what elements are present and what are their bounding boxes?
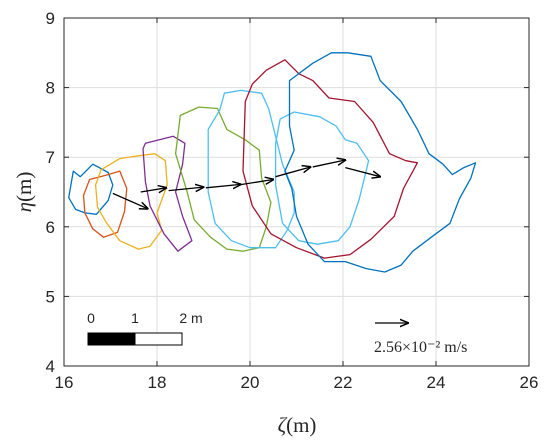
x-axis-label: ζ(m) xyxy=(278,413,317,437)
contour-series xyxy=(68,52,477,273)
y-tick-label: 8 xyxy=(46,79,55,98)
y-tick-label: 5 xyxy=(46,287,55,306)
velocity-arrow-2 xyxy=(140,188,167,192)
scale-bar-black-segment xyxy=(87,332,136,346)
contour-line-7 xyxy=(242,59,419,259)
x-tick-label: 22 xyxy=(334,373,353,392)
velocity-arrow-3 xyxy=(168,187,204,190)
contour-line-5 xyxy=(174,106,272,252)
scale-bar-label-1: 1 xyxy=(131,310,139,326)
y-tick-label: 4 xyxy=(46,357,55,376)
axis-ticks: 16 18 20 22 24 26 4 5 6 7 8 9 xyxy=(46,9,539,392)
x-tick-label: 26 xyxy=(520,373,539,392)
y-tick-label: 9 xyxy=(46,9,55,28)
scale-bar-label-0: 0 xyxy=(87,310,95,326)
contour-line-1 xyxy=(68,163,114,215)
x-tick-label: 16 xyxy=(55,373,74,392)
x-tick-label: 20 xyxy=(241,373,260,392)
velocity-arrow-6 xyxy=(275,167,311,178)
velocity-arrow-7 xyxy=(312,160,346,168)
contour-line-6 xyxy=(207,89,295,249)
scale-bar: 0 1 2 m xyxy=(87,310,203,346)
velocity-arrow-5 xyxy=(238,179,273,186)
y-tick-label: 7 xyxy=(46,148,55,167)
y-tick-label: 6 xyxy=(46,218,55,237)
y-axis-label: η(m) xyxy=(12,172,36,213)
contour-line-2 xyxy=(82,170,128,238)
scale-bar-white-segment xyxy=(134,332,183,346)
velocity-arrow-8 xyxy=(345,167,380,177)
plot-frame xyxy=(63,17,530,367)
contour-line-9 xyxy=(284,52,477,273)
velocity-arrow-1 xyxy=(112,192,148,208)
velocity-arrows xyxy=(112,160,380,209)
x-tick-label: 24 xyxy=(427,373,446,392)
velocity-arrow-4 xyxy=(205,184,241,187)
reference-arrow: 2.56×10⁻² m/s xyxy=(374,323,467,356)
contour-line-8 xyxy=(274,111,370,245)
reference-arrow-label: 2.56×10⁻² m/s xyxy=(374,339,467,356)
scale-bar-label-2: 2 m xyxy=(179,310,202,326)
x-tick-label: 18 xyxy=(148,373,167,392)
grid-lines xyxy=(64,18,529,366)
